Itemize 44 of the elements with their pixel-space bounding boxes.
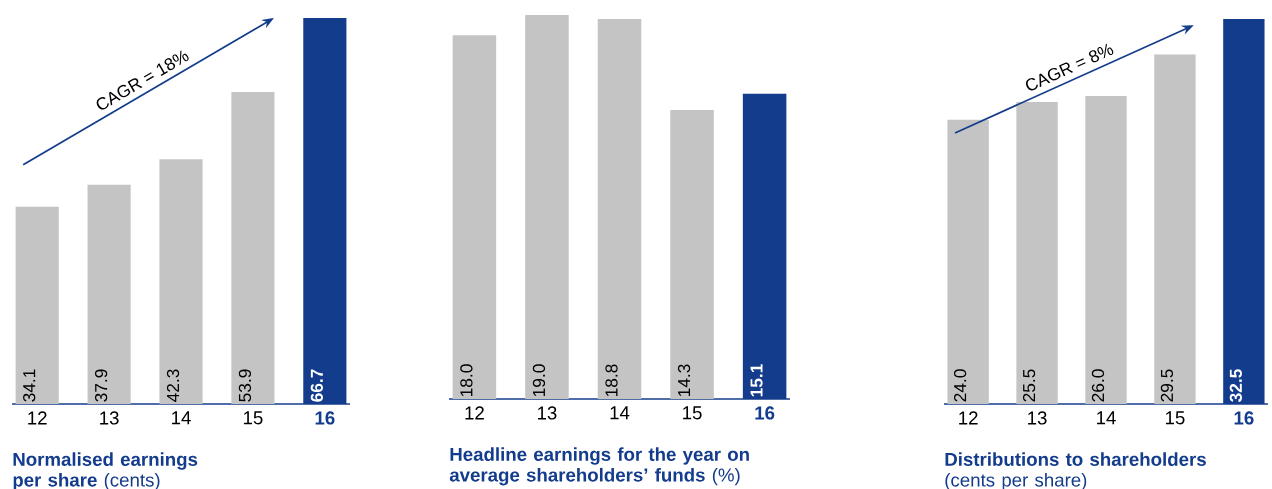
x-tick-label: 16 [315,411,335,425]
annotation: CAGR = 8% [1025,43,1114,91]
x-tick-label: 12 [28,411,47,425]
x-tick-label: 13 [537,406,557,420]
x-tick-label: 13 [100,411,119,425]
bar [525,15,569,399]
bar [947,119,989,404]
bar [1154,54,1196,404]
bar [597,19,642,399]
data-label: 19.0 [532,364,546,397]
data-label: 14.3 [677,364,691,397]
data-label: 53.9 [238,369,252,402]
x-tick-label: 16 [1234,411,1254,425]
x-tick-label: 15 [1165,411,1185,425]
x-tick-label: 14 [1097,411,1116,425]
bar [1085,96,1127,404]
x-tick-label: 14 [172,411,191,425]
data-label: 25.5 [1022,369,1036,402]
data-label: 29.5 [1160,369,1174,402]
data-label: 15.1 [750,364,763,397]
x-tick-label: 14 [610,406,630,420]
bar [15,206,59,404]
data-label: 42.3 [166,369,180,402]
bar [452,35,497,399]
bar [231,92,275,404]
x-tick-label: 12 [465,406,484,420]
x-tick-label: 16 [755,406,775,420]
bar [1016,101,1058,404]
data-label: 32.5 [1229,369,1242,402]
x-tick-label: 13 [1028,411,1047,425]
data-label: 37.9 [94,369,108,402]
data-label: 18.8 [605,364,618,397]
bar [159,159,203,404]
data-label: 24.0 [953,369,967,402]
data-label: 18.0 [460,364,473,397]
data-label: 66.7 [310,369,323,402]
text: Headline earnings for the year on average shareholders’ funds (%) [449,447,749,486]
x-tick-label: 12 [959,411,978,425]
data-label: 26.0 [1091,369,1105,402]
x-tick-label: 15 [243,411,263,425]
bar [670,109,714,399]
data-label: 34.1 [23,369,36,402]
bar [87,184,131,404]
x-tick-label: 15 [683,406,702,420]
